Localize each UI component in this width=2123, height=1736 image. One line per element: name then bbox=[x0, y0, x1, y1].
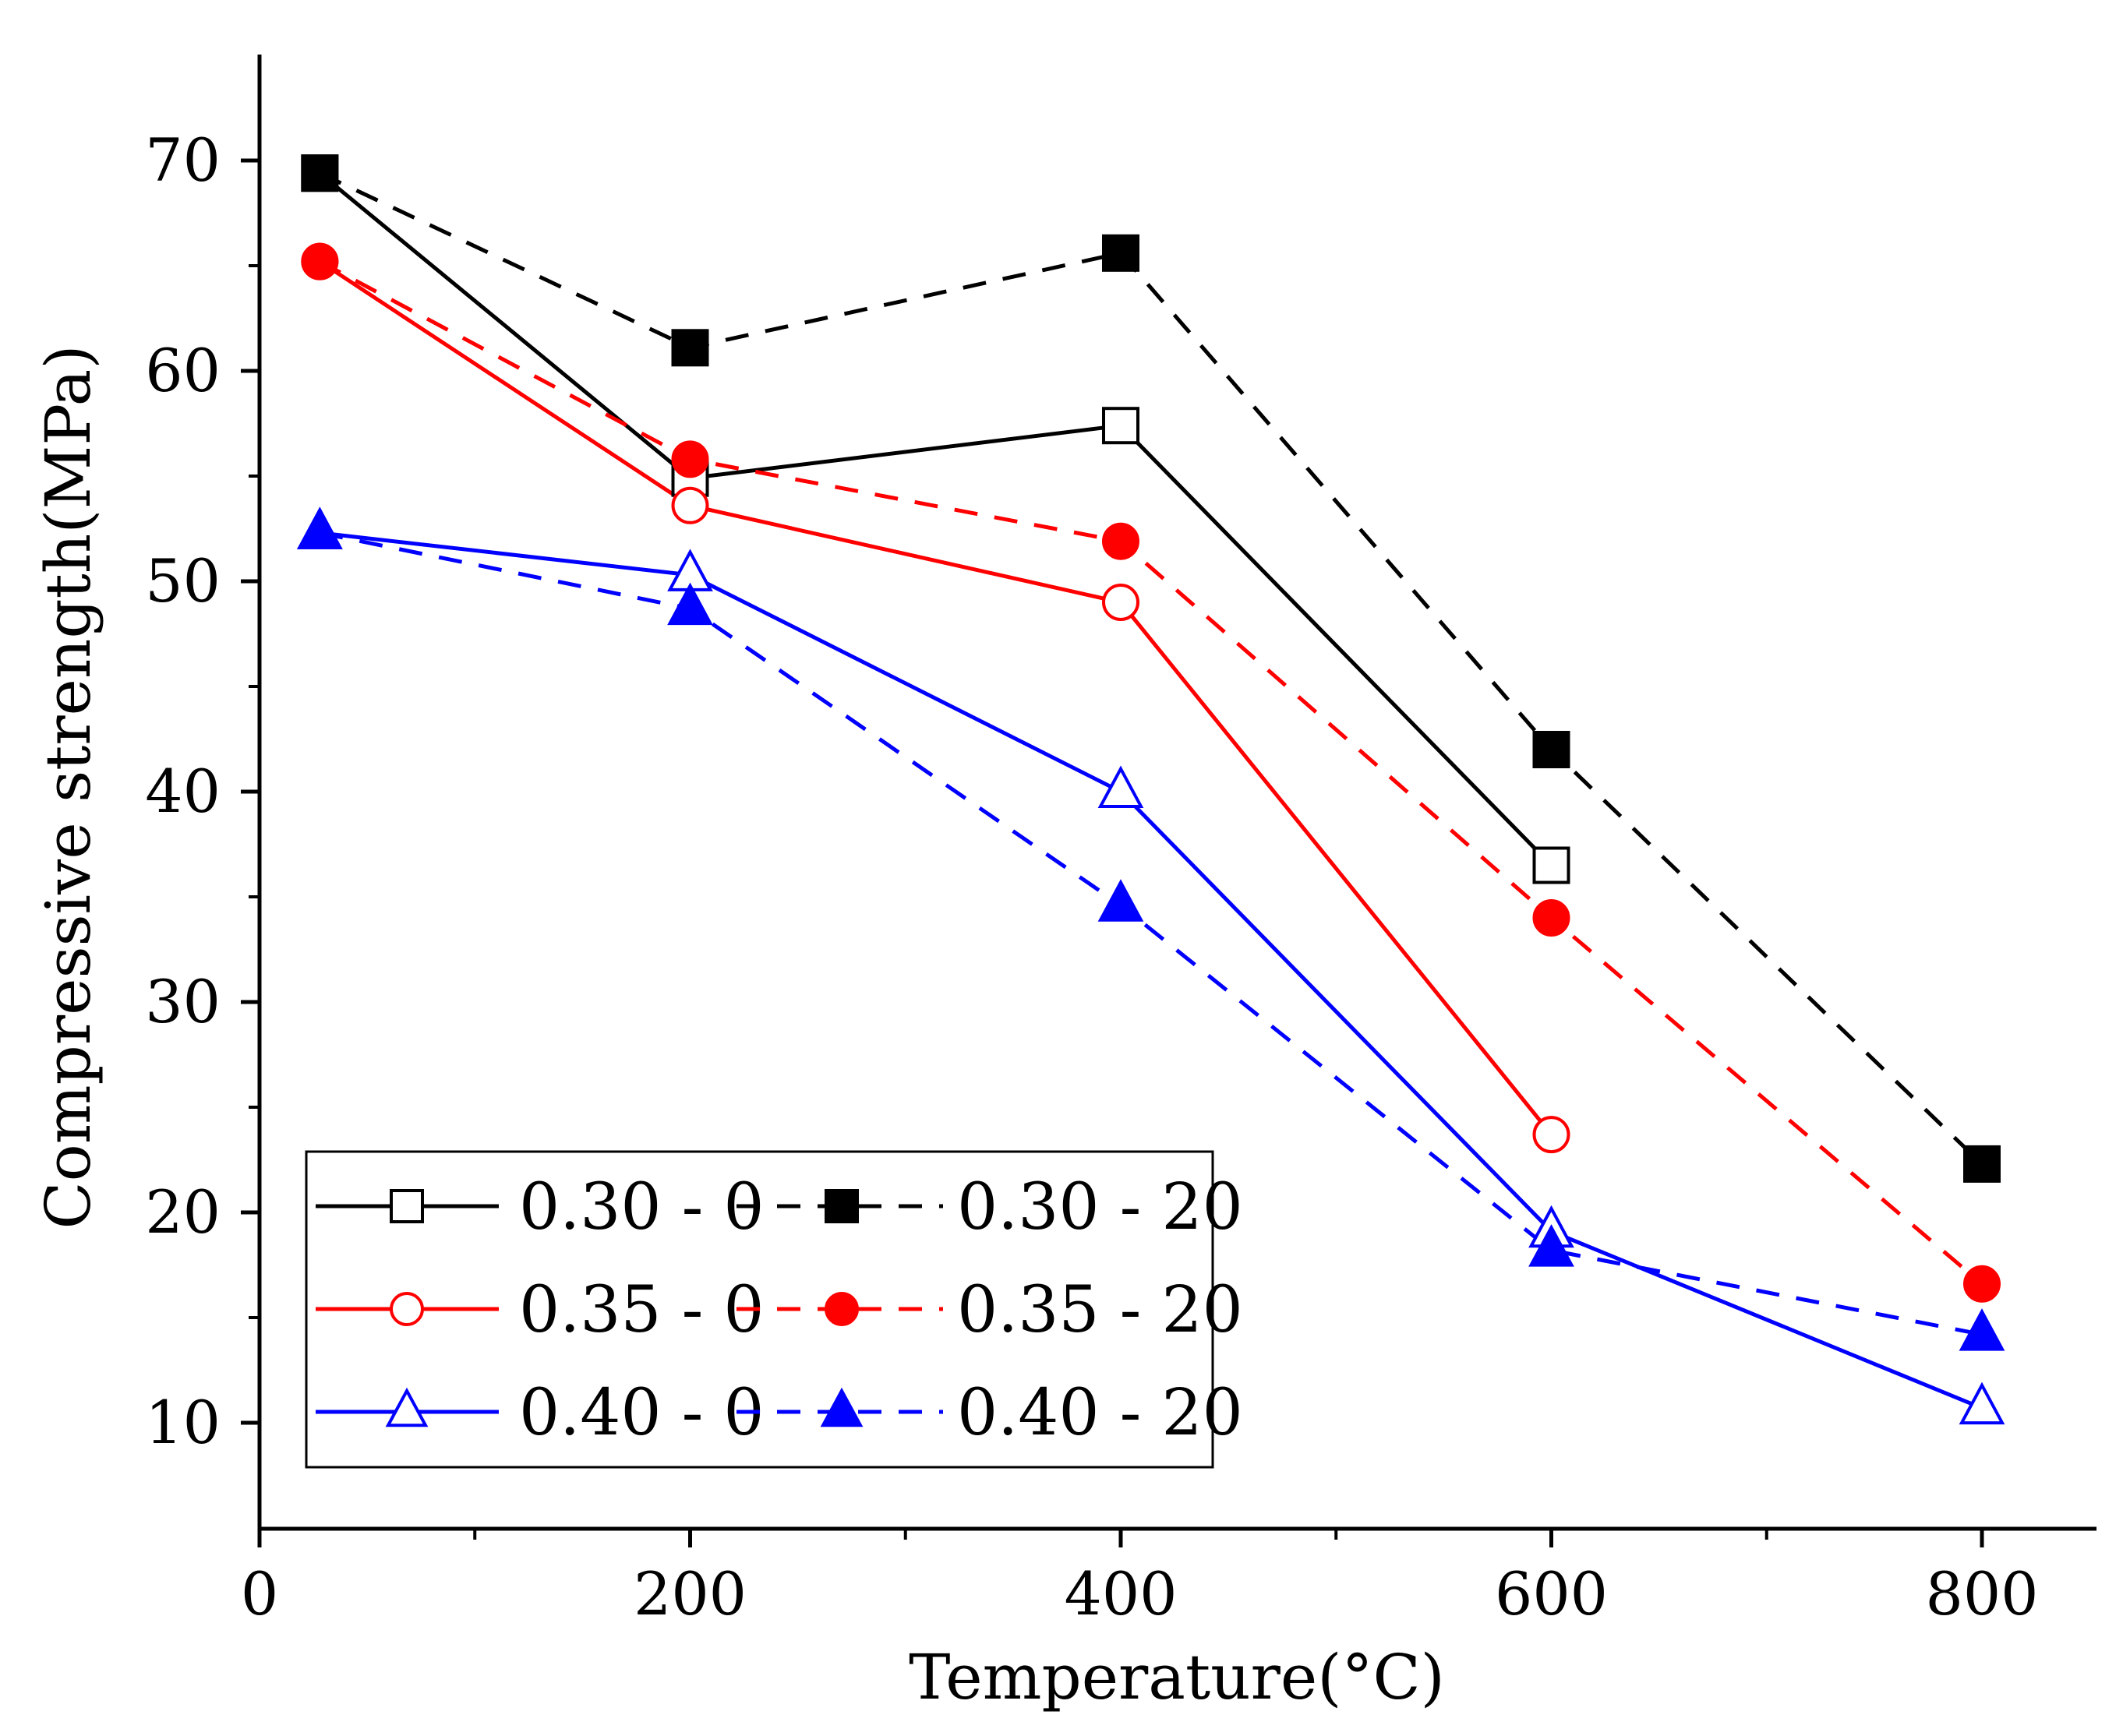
data-point-0-40-0-400 bbox=[1097, 765, 1144, 808]
x-tick-label-400: 400 bbox=[1064, 1559, 1177, 1628]
legend: 0.30 - 0 0.30 - 20 0.35 - 0 0.35 - 20 0.40 -… bbox=[305, 1150, 1243, 1469]
data-point-0-40-20-28 bbox=[297, 506, 343, 549]
data-point-0-35-20-200 bbox=[671, 440, 709, 478]
legend-marker-0-40-20 bbox=[820, 1387, 864, 1427]
data-point-0-30-20-600 bbox=[1532, 731, 1570, 768]
data-point-0-30-20-200 bbox=[671, 329, 709, 367]
legend-label-0-35-0: 0.35 - 0 bbox=[519, 1273, 765, 1347]
y-tick-label-20: 20 bbox=[145, 1177, 221, 1247]
legend-marker-0-35-0 bbox=[390, 1292, 424, 1326]
x-tick-label-0: 0 bbox=[241, 1559, 278, 1628]
data-point-0-30-20-800 bbox=[1963, 1145, 2001, 1183]
legend-marker-0-30-0 bbox=[390, 1189, 424, 1223]
data-point-0-40-20-800 bbox=[1959, 1308, 2005, 1351]
data-point-0-30-20-400 bbox=[1102, 234, 1139, 272]
data-point-0-30-0-600 bbox=[1532, 846, 1570, 884]
data-point-0-30-20-28 bbox=[301, 154, 339, 192]
series-line-0-35-0 bbox=[318, 259, 1553, 1136]
series-line-0-30-0 bbox=[318, 171, 1553, 867]
data-point-0-35-20-800 bbox=[1963, 1265, 2001, 1303]
legend-label-0-40-20: 0.40 - 20 bbox=[957, 1376, 1243, 1450]
y-tick-label-30: 30 bbox=[145, 967, 221, 1036]
x-tick-label-600: 600 bbox=[1495, 1559, 1608, 1628]
y-tick-label-10: 10 bbox=[145, 1388, 221, 1457]
legend-label-0-40-0: 0.40 - 0 bbox=[519, 1376, 765, 1450]
y-tick-label-70: 70 bbox=[145, 125, 221, 195]
axes: 0 200 400 600 800 10 20 30 40 50 60 70 bbox=[145, 55, 2097, 1628]
data-point-0-35-0-200 bbox=[671, 486, 709, 524]
data-point-0-35-0-600 bbox=[1532, 1116, 1570, 1154]
y-axis-title: Compressive strength(MPa) bbox=[32, 344, 104, 1229]
legend-marker-0-35-20 bbox=[825, 1292, 859, 1326]
series-markers bbox=[297, 154, 2005, 1425]
x-tick-label-200: 200 bbox=[634, 1559, 747, 1628]
data-point-0-40-20-600 bbox=[1528, 1224, 1574, 1267]
data-point-0-40-20-400 bbox=[1097, 879, 1144, 922]
legend-label-0-35-20: 0.35 - 20 bbox=[957, 1273, 1243, 1347]
y-tick-label-60: 60 bbox=[145, 336, 221, 405]
legend-label-0-30-20: 0.30 - 20 bbox=[957, 1170, 1243, 1244]
legend-marker-0-40-0 bbox=[385, 1387, 429, 1427]
data-point-0-35-20-400 bbox=[1102, 522, 1139, 560]
data-point-0-35-0-400 bbox=[1102, 584, 1139, 621]
series-line-0-30-20 bbox=[319, 171, 1983, 1166]
data-point-0-40-0-800 bbox=[1959, 1381, 2005, 1425]
x-axis-title: Temperature(°C) bbox=[909, 1641, 1445, 1713]
y-tick-label-50: 50 bbox=[145, 546, 221, 616]
y-tick-label-40: 40 bbox=[145, 757, 221, 826]
data-point-0-40-20-200 bbox=[667, 582, 713, 626]
data-point-0-30-0-400 bbox=[1102, 407, 1139, 445]
data-point-0-35-20-600 bbox=[1532, 899, 1570, 937]
legend-label-0-30-0: 0.30 - 0 bbox=[519, 1170, 765, 1244]
data-point-0-35-20-28 bbox=[301, 242, 339, 281]
legend-marker-0-30-20 bbox=[825, 1189, 859, 1223]
x-tick-label-800: 800 bbox=[1925, 1559, 2038, 1628]
